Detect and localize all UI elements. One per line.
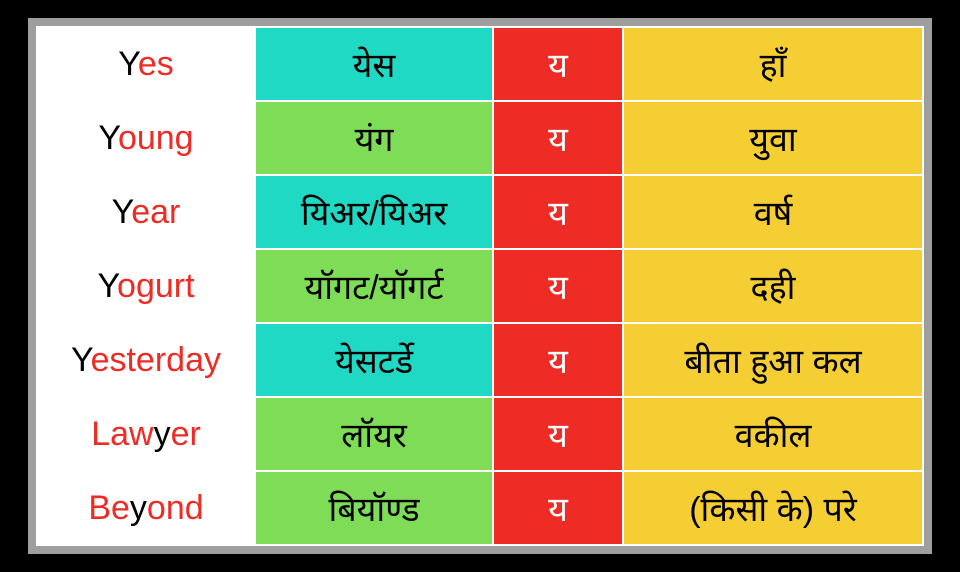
- transliteration-cell: यंग: [255, 101, 493, 175]
- table-row: Yearयिअर/यिअरयवर्ष: [37, 175, 923, 249]
- meaning-cell: हाँ: [623, 27, 923, 101]
- letter-cell: य: [493, 249, 623, 323]
- english-suffix: oung: [118, 119, 194, 157]
- table-row: Yogurtयॉगट/यॉगर्टयदही: [37, 249, 923, 323]
- english-cell: Beyond: [37, 471, 255, 545]
- english-cell: Yogurt: [37, 249, 255, 323]
- english-suffix: esterday: [91, 341, 221, 379]
- meaning-cell: वकील: [623, 397, 923, 471]
- english-suffix: er: [171, 415, 201, 453]
- table-frame: YesयेसयहाँYoungयंगययुवाYearयिअर/यिअरयवर्…: [28, 18, 932, 554]
- letter-cell: य: [493, 175, 623, 249]
- english-y-letter: Y: [112, 193, 132, 231]
- english-suffix: ear: [131, 193, 180, 231]
- english-cell: Yesterday: [37, 323, 255, 397]
- table-row: Beyondबियॉण्डय(किसी के) परे: [37, 471, 923, 545]
- transliteration-cell: येसटर्डे: [255, 323, 493, 397]
- english-y-letter: y: [130, 489, 147, 527]
- meaning-cell: वर्ष: [623, 175, 923, 249]
- english-cell: Year: [37, 175, 255, 249]
- english-prefix: Be: [88, 489, 130, 527]
- transliteration-cell: यिअर/यिअर: [255, 175, 493, 249]
- letter-cell: य: [493, 27, 623, 101]
- meaning-cell: बीता हुआ कल: [623, 323, 923, 397]
- english-cell: Lawyer: [37, 397, 255, 471]
- vocabulary-table: YesयेसयहाँYoungयंगययुवाYearयिअर/यिअरयवर्…: [36, 26, 924, 546]
- letter-cell: य: [493, 101, 623, 175]
- english-y-letter: Y: [98, 119, 118, 157]
- letter-cell: य: [493, 323, 623, 397]
- english-y-letter: Y: [97, 267, 117, 305]
- english-prefix: Law: [91, 415, 153, 453]
- transliteration-cell: लॉयर: [255, 397, 493, 471]
- transliteration-cell: यॉगट/यॉगर्ट: [255, 249, 493, 323]
- table-row: Yesयेसयहाँ: [37, 27, 923, 101]
- english-cell: Young: [37, 101, 255, 175]
- english-suffix: ond: [147, 489, 204, 527]
- transliteration-cell: बियॉण्ड: [255, 471, 493, 545]
- table-row: Lawyerलॉयरयवकील: [37, 397, 923, 471]
- table-row: Youngयंगययुवा: [37, 101, 923, 175]
- transliteration-cell: येस: [255, 27, 493, 101]
- english-suffix: ogurt: [117, 267, 195, 305]
- english-y-letter: Y: [118, 45, 138, 83]
- table-row: Yesterdayयेसटर्डेयबीता हुआ कल: [37, 323, 923, 397]
- meaning-cell: (किसी के) परे: [623, 471, 923, 545]
- letter-cell: य: [493, 471, 623, 545]
- english-cell: Yes: [37, 27, 255, 101]
- meaning-cell: दही: [623, 249, 923, 323]
- english-suffix: es: [138, 45, 174, 83]
- english-y-letter: Y: [71, 341, 91, 379]
- english-y-letter: y: [154, 415, 171, 453]
- meaning-cell: युवा: [623, 101, 923, 175]
- letter-cell: य: [493, 397, 623, 471]
